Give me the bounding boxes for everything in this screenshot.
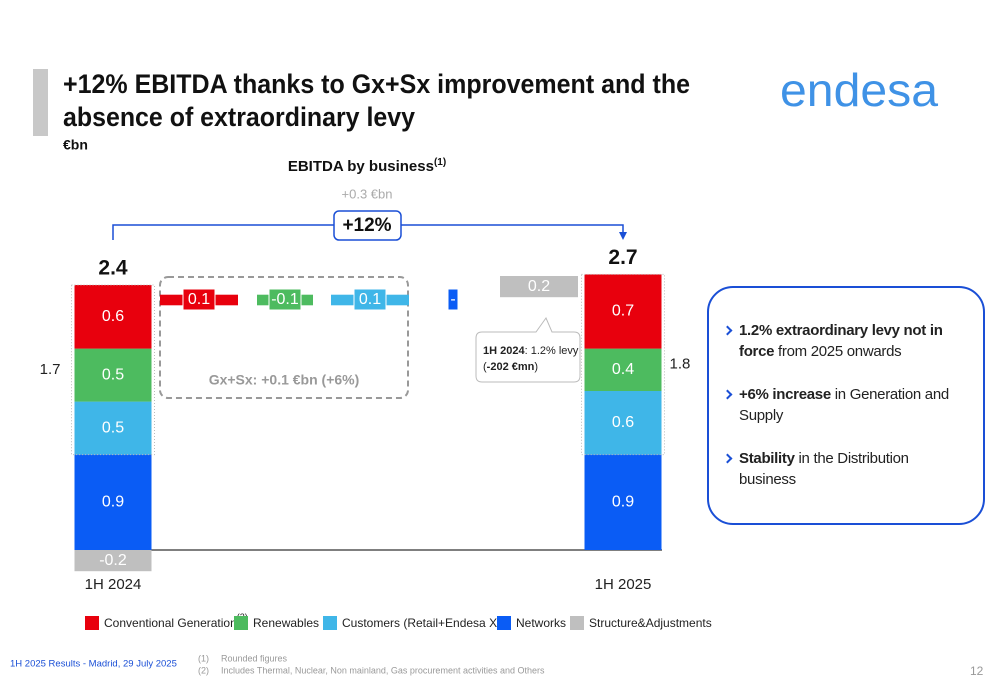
legend-swatch [85, 616, 99, 630]
gx-sx-change: Gx+Sx: +0.1 €bn (+6%) [209, 372, 360, 388]
segment-label: 0.6 [102, 308, 124, 325]
legend-label: Structure&Adjustments [589, 616, 712, 630]
unit: €bn [63, 137, 88, 153]
legend-text: Renewables [253, 616, 319, 630]
legend-swatch [234, 616, 248, 630]
footnote: Rounded figures [221, 653, 288, 663]
change-label: 0.1 [359, 291, 381, 308]
x-tick-label: 1H 2025 [595, 576, 652, 593]
bullet-text: in Generation and Supply [739, 386, 949, 424]
change-bar [500, 276, 578, 298]
highlights-box: 1.2% extraordinary levy not in force fro… [707, 286, 985, 525]
callout [475, 316, 581, 383]
legend-text: Structure&Adjustments [589, 616, 712, 630]
change-label-bg [447, 288, 459, 311]
title: +12% EBITDA thanks to Gx+Sx improvement … [63, 69, 690, 99]
bullet-list: 1.2% extraordinary levy not in force fro… [709, 288, 983, 490]
chart-title-text: EBITDA by business [288, 158, 434, 175]
bar-segment [74, 550, 152, 572]
arrow [619, 232, 627, 240]
footnote: Includes Thermal, Nuclear, Non mainland,… [221, 665, 545, 675]
footnote-mark: (1) [198, 653, 209, 663]
total-label: 2.4 [98, 257, 128, 280]
legend-text: Conventional Generation [104, 616, 237, 630]
bar-segment [74, 401, 152, 455]
segment-label: 0.9 [612, 494, 634, 511]
logo: endesa [780, 64, 938, 116]
total-label: 2.7 [608, 246, 637, 269]
chart-title: EBITDA by business(1) [288, 157, 446, 175]
page-number: 12 [970, 664, 984, 678]
segment-label: 0.7 [612, 303, 634, 320]
title-accent [33, 69, 48, 136]
legend-label: Renewables [253, 616, 319, 630]
bullet-text: from 2025 onwards [774, 343, 902, 360]
bullet-bold: 1.2% extraordinary levy not in force [739, 322, 943, 360]
segment-label: 0.6 [612, 414, 634, 431]
legend-text: Networks [516, 616, 566, 630]
gx-sx-box [159, 276, 409, 399]
pct-box [333, 210, 402, 241]
change-label: -0.1 [271, 291, 299, 308]
footnote-mark: (2) [198, 665, 209, 675]
total-change-pct: +12% [342, 215, 391, 236]
bullet-bold: Stability [739, 450, 795, 467]
title: absence of extraordinary levy [63, 102, 415, 132]
legend-swatch [570, 616, 584, 630]
bar-segment [584, 454, 662, 550]
legend-label: Customers (Retail+Endesa X) [342, 616, 501, 630]
gx-sx-outline [71, 284, 155, 456]
legend-swatch [497, 616, 511, 630]
legend-text: Customers (Retail+Endesa X) [342, 616, 501, 630]
gx-sx-total: 1.8 [670, 355, 691, 372]
annotation: 1H 2024: 1.2% levy [483, 345, 579, 357]
bar-segment [584, 391, 662, 455]
change-label: 0.1 [188, 291, 210, 308]
segment-label: 0.4 [612, 361, 634, 378]
legend-label: Conventional Generation(2) [104, 612, 248, 630]
bar-segment [74, 285, 152, 349]
chart-title-note: (1) [434, 157, 446, 168]
bullet-text: in the Distribution business [739, 450, 909, 488]
legend-label: Networks [516, 616, 566, 630]
total-change: +0.3 €bn [342, 186, 393, 201]
segment-label: 0.5 [102, 366, 124, 383]
legend-swatch [323, 616, 337, 630]
annotation: (-202 €mn) [483, 361, 538, 373]
bullet: 1.2% extraordinary levy not in force fro… [739, 320, 965, 362]
bullet: +6% increase in Generation and Supply [739, 384, 965, 426]
bar-segment [584, 274, 662, 349]
change-label-bg [182, 288, 216, 311]
segment-label: -0.2 [99, 552, 127, 569]
bullet-bold: +6% increase [739, 386, 831, 403]
segment-label: 0.9 [102, 494, 124, 511]
x-tick-label: 1H 2024 [85, 576, 142, 593]
gx-sx-total: 1.7 [40, 361, 61, 378]
change-label: - [450, 291, 455, 308]
footer: 1H 2025 Results - Madrid, 29 July 2025 [10, 659, 177, 670]
bullet: Stability in the Distribution business [739, 448, 965, 490]
change-label-bg [268, 288, 302, 311]
bar-segment [74, 348, 152, 402]
change-label: 0.2 [528, 278, 550, 295]
bar-segment [584, 348, 662, 391]
change-label-bg [353, 288, 387, 311]
bar-segment [74, 454, 152, 550]
segment-label: 0.5 [102, 419, 124, 436]
